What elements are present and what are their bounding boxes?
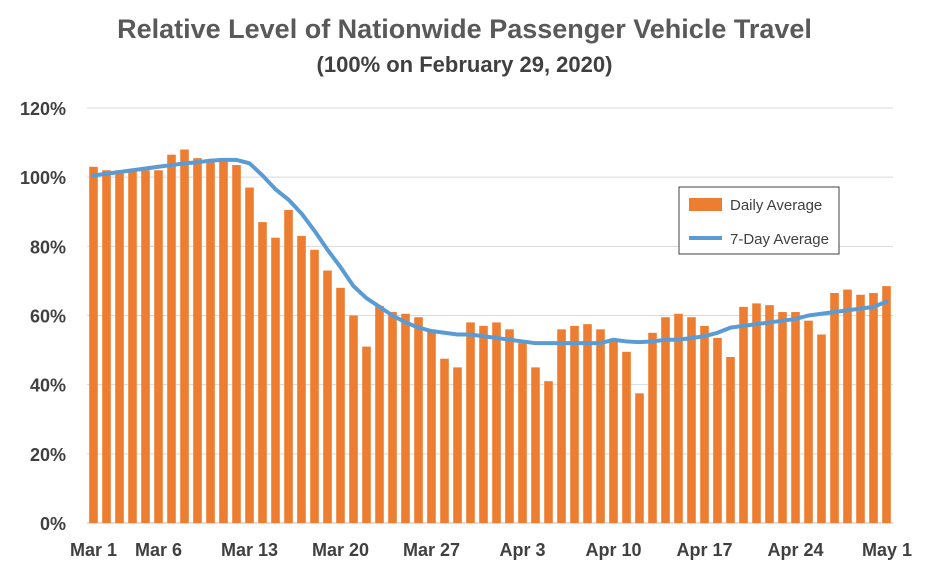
bar	[453, 367, 462, 523]
bar	[882, 286, 891, 523]
line-series	[91, 157, 889, 346]
bar	[349, 315, 358, 523]
bar	[609, 339, 618, 523]
y-tick-label: 120%	[20, 99, 66, 119]
bar	[414, 317, 423, 523]
bar	[661, 317, 670, 523]
bar	[518, 343, 527, 523]
x-tick-label: Apr 24	[767, 540, 823, 560]
bar	[284, 210, 293, 524]
x-tick-label: Apr 3	[499, 540, 545, 560]
bar	[401, 313, 410, 523]
bar	[219, 158, 228, 524]
x-tick-label: Apr 17	[676, 540, 732, 560]
bar	[583, 324, 592, 523]
y-tick-label: 40%	[30, 376, 66, 396]
x-axis-ticks: Mar 1 Mar 6 Mar 13 Mar 20 Mar 27 Apr 3 Apr 10 A…	[70, 540, 912, 560]
bar	[375, 305, 384, 523]
bar	[648, 332, 657, 523]
bar	[570, 325, 579, 523]
chart-title: Relative Level of Nationwide Passenger V…	[117, 14, 812, 44]
bar	[258, 222, 267, 523]
x-tick-label: Mar 27	[403, 540, 460, 560]
y-tick-label: 100%	[20, 168, 66, 188]
bar	[167, 154, 176, 523]
y-tick-label: 80%	[30, 237, 66, 257]
bar	[232, 165, 241, 523]
bar	[778, 312, 787, 523]
bar	[323, 270, 332, 523]
bar	[869, 293, 878, 523]
y-tick-label: 20%	[30, 445, 66, 465]
bar	[440, 358, 449, 523]
y-axis-ticks: 0% 20% 40% 60% 80% 100% 120%	[20, 99, 66, 534]
bar	[622, 351, 631, 523]
x-tick-label: Mar 20	[312, 540, 369, 560]
y-tick-label: 60%	[30, 307, 66, 327]
bar	[635, 393, 644, 523]
bar	[479, 325, 488, 523]
bar	[765, 305, 774, 523]
bar	[193, 158, 202, 524]
bar	[791, 312, 800, 523]
chart-subtitle: (100% on February 29, 2020)	[316, 52, 613, 77]
bar	[713, 337, 722, 523]
bar	[687, 317, 696, 523]
x-tick-label: Mar 6	[135, 540, 182, 560]
legend: Daily Average 7-Day Average	[678, 186, 840, 255]
x-tick-label: Mar 13	[221, 540, 278, 560]
bar	[427, 329, 436, 523]
bar	[102, 170, 111, 523]
bar	[739, 306, 748, 523]
bar	[245, 187, 254, 523]
bar	[856, 294, 865, 523]
bar	[89, 166, 98, 523]
x-tick-label: Mar 1	[70, 540, 117, 560]
bar	[544, 381, 553, 523]
bar	[817, 334, 826, 523]
bar	[804, 320, 813, 523]
bar	[726, 357, 735, 523]
series-line-7-day-average	[91, 157, 889, 346]
y-tick-label: 0%	[40, 514, 66, 534]
bar	[466, 322, 475, 523]
bar	[388, 312, 397, 523]
bar	[154, 170, 163, 523]
bar	[531, 367, 540, 523]
bar	[310, 249, 319, 523]
bar	[271, 237, 280, 523]
bar	[752, 303, 761, 523]
bar	[336, 287, 345, 523]
bar	[362, 346, 371, 523]
bar	[843, 289, 852, 523]
bar	[700, 325, 709, 523]
bar	[492, 322, 501, 523]
bar	[128, 170, 137, 523]
bar	[180, 149, 189, 523]
legend-swatch-bars	[689, 198, 722, 211]
legend-label-line: 7-Day Average	[730, 231, 829, 248]
x-tick-label: Apr 10	[585, 540, 641, 560]
x-tick-label: May 1	[862, 540, 912, 560]
bar	[505, 329, 514, 523]
bar	[596, 329, 605, 523]
bar	[674, 313, 683, 523]
bar	[206, 159, 215, 523]
bar	[830, 293, 839, 523]
bar	[557, 329, 566, 523]
legend-label-bars: Daily Average	[730, 197, 822, 214]
bar	[115, 170, 124, 523]
bar-series	[89, 149, 891, 524]
bar	[141, 170, 150, 523]
bar	[297, 235, 306, 524]
